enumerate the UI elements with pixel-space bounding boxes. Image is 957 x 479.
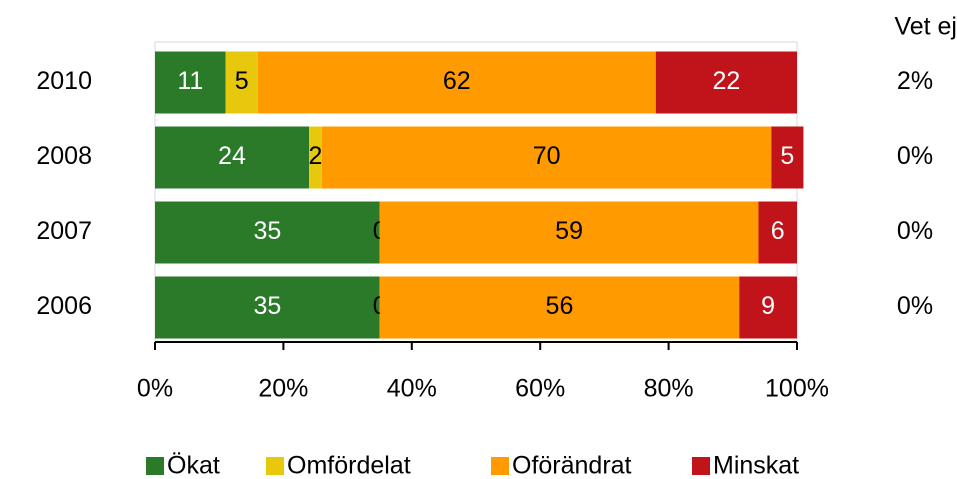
bar-segment	[321, 126, 772, 189]
bar-segment	[155, 201, 380, 264]
vet-ej-label: 0%	[897, 142, 933, 170]
x-tick-label: 60%	[515, 375, 565, 403]
data-label: 6	[771, 217, 785, 245]
y-tick-label: 2006	[36, 292, 92, 320]
bar-segment	[155, 51, 226, 114]
bar-segment	[739, 276, 797, 339]
legend-label: Omfördelat	[287, 452, 411, 479]
data-label: 24	[218, 142, 246, 170]
legend-label: Oförändrat	[512, 452, 632, 479]
bar-segment	[309, 126, 322, 189]
legend-label: Ökat	[167, 452, 220, 479]
bar-segment	[379, 276, 740, 339]
y-tick-label: 2007	[36, 217, 92, 245]
vet-ej-label: 0%	[897, 292, 933, 320]
vet-ej-label: 2%	[897, 67, 933, 95]
y-tick-label: 2010	[36, 67, 92, 95]
x-tick-label: 0%	[137, 375, 173, 403]
legend-label: Minskat	[713, 452, 799, 479]
bar-segment	[758, 201, 797, 264]
bar-segment	[379, 201, 759, 264]
data-label: 62	[443, 67, 471, 95]
bar-segment	[257, 51, 656, 114]
data-label: 35	[253, 292, 281, 320]
bar-segment	[655, 51, 797, 114]
x-tick-label: 40%	[387, 375, 437, 403]
vet-ej-label: 0%	[897, 217, 933, 245]
x-tick-label: 20%	[258, 375, 308, 403]
data-label: 5	[780, 142, 794, 170]
data-label: 9	[761, 292, 775, 320]
data-label: 2	[309, 142, 323, 170]
data-label: 59	[555, 217, 583, 245]
vet-ej-title: Vet ej	[894, 13, 957, 41]
y-tick-label: 2008	[36, 142, 92, 170]
legend-swatch	[491, 457, 509, 475]
bar-segment	[771, 126, 804, 189]
data-label: 35	[253, 217, 281, 245]
x-tick-label: 100%	[765, 375, 829, 403]
data-label: 5	[235, 67, 249, 95]
data-label: 56	[546, 292, 574, 320]
bar-segment	[155, 276, 380, 339]
data-label: 70	[533, 142, 561, 170]
data-label: 11	[177, 67, 203, 95]
bar-segment	[155, 126, 310, 189]
legend-swatch	[692, 457, 710, 475]
data-label: 22	[712, 67, 740, 95]
x-tick-label: 80%	[644, 375, 694, 403]
legend-swatch	[266, 457, 284, 475]
bar-segment	[225, 51, 258, 114]
legend-swatch	[146, 457, 164, 475]
